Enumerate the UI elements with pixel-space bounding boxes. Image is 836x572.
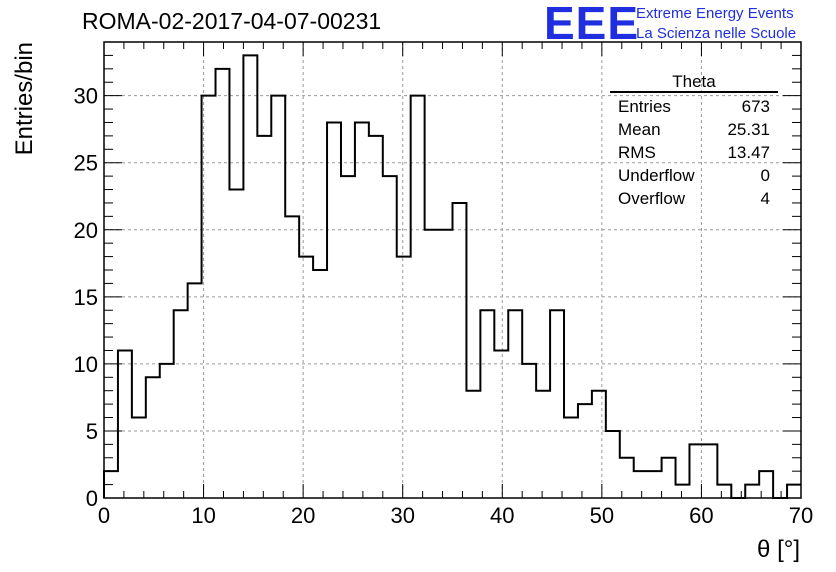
stats-name: Theta — [610, 72, 778, 93]
y-tick-label: 25 — [74, 151, 98, 176]
stats-label: Mean — [618, 120, 661, 139]
histogram-bin — [453, 203, 467, 498]
histogram-bin — [202, 96, 216, 498]
histogram-bin — [703, 444, 717, 498]
stats-row-mean: Mean 25.31 — [610, 118, 778, 141]
histogram-bin — [174, 310, 188, 498]
histogram-bin — [606, 431, 620, 498]
histogram-bin — [146, 377, 160, 498]
y-tick-label: 10 — [74, 352, 98, 377]
stats-row-entries: Entries 673 — [610, 95, 778, 118]
logo-subtitle: Extreme Energy Events La Scienza nelle S… — [636, 4, 796, 44]
y-tick-label: 30 — [74, 84, 98, 109]
histogram-bin — [480, 310, 494, 498]
x-tick-label: 50 — [590, 503, 614, 528]
stats-value: 25.31 — [727, 120, 770, 139]
stats-row-overflow: Overflow 4 — [610, 187, 778, 210]
histogram-bin — [118, 350, 132, 498]
stats-label: Overflow — [618, 189, 686, 208]
y-tick-label: 0 — [86, 486, 98, 511]
histogram-bin — [160, 364, 174, 498]
y-tick-label: 15 — [74, 285, 98, 310]
x-tick-label: 40 — [490, 503, 514, 528]
x-tick-label: 60 — [689, 503, 713, 528]
histogram-bin — [425, 230, 439, 498]
x-axis-label: θ [°] — [757, 536, 800, 563]
histogram-bin — [341, 176, 355, 498]
x-tick-label: 30 — [390, 503, 414, 528]
stats-label: Entries — [618, 97, 671, 116]
chart-title: ROMA-02-2017-04-07-00231 — [82, 8, 382, 34]
logo-line-2: La Scienza nelle Scuole — [636, 25, 797, 42]
histogram-bin — [494, 350, 508, 498]
histogram-bin — [787, 485, 801, 498]
histogram-bin — [411, 96, 425, 498]
histogram-bin — [229, 190, 243, 498]
histogram-bin — [662, 458, 676, 498]
y-axis-label: Entries/bin — [11, 42, 38, 155]
histogram-bin — [648, 471, 662, 498]
histogram-bin — [676, 485, 690, 498]
x-tick-label: 20 — [291, 503, 315, 528]
histogram-bin — [439, 230, 453, 498]
stats-value: 0 — [760, 166, 770, 185]
histogram-bin — [327, 122, 341, 498]
y-tick-label: 20 — [74, 218, 98, 243]
histogram-bin — [550, 310, 564, 498]
histogram-bin — [132, 418, 146, 498]
histogram-bin — [299, 257, 313, 498]
histogram-bin — [188, 283, 202, 498]
histogram-bin — [216, 69, 230, 498]
histogram-bin — [536, 391, 550, 498]
histogram-bin — [634, 471, 648, 498]
x-tick-label: 0 — [98, 503, 110, 528]
histogram-bin — [271, 96, 285, 498]
histogram-bin — [383, 176, 397, 498]
stats-box: Theta Entries 673 Mean 25.31 RMS 13.47 U… — [610, 72, 778, 210]
histogram-bin — [285, 216, 299, 498]
histogram-bin — [257, 136, 271, 498]
histogram-bin — [397, 257, 411, 498]
stats-row-underflow: Underflow 0 — [610, 164, 778, 187]
histogram-bin — [355, 122, 369, 498]
y-tick-label: 5 — [86, 419, 98, 444]
histogram-bin — [466, 391, 480, 498]
histogram-bin — [592, 391, 606, 498]
histogram-bin — [522, 364, 536, 498]
stats-row-rms: RMS 13.47 — [610, 141, 778, 164]
x-tick-label: 70 — [789, 503, 813, 528]
eee-logo: EEE — [544, 0, 640, 49]
histogram-bin — [243, 55, 257, 498]
histogram-bin — [717, 485, 731, 498]
stats-value: 4 — [760, 189, 770, 208]
histogram-bin — [313, 270, 327, 498]
histogram-bin — [508, 310, 522, 498]
stats-label: RMS — [618, 143, 656, 162]
stats-label: Underflow — [618, 166, 695, 185]
logo-line-1: Extreme Energy Events — [636, 5, 794, 22]
stats-value: 13.47 — [727, 143, 770, 162]
histogram-bin — [369, 136, 383, 498]
histogram-series — [103, 54, 801, 499]
x-tick-label: 10 — [191, 503, 215, 528]
histogram-bin — [578, 404, 592, 498]
stats-value: 673 — [741, 97, 770, 116]
histogram-bin — [564, 418, 578, 498]
histogram-bin — [745, 485, 759, 498]
